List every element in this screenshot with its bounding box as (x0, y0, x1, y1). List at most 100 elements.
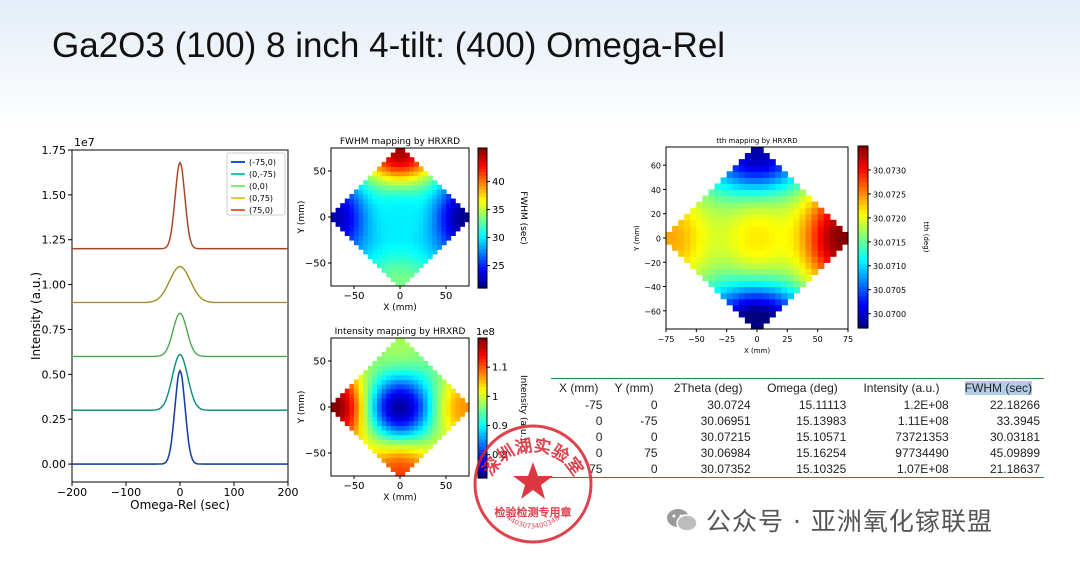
heatmap-cell (441, 221, 447, 227)
heatmap-cell (829, 250, 837, 257)
heatmap-cell (404, 184, 410, 190)
heatmap-cell (775, 238, 782, 245)
heatmap-cell (459, 402, 465, 408)
heatmap-cell (418, 411, 424, 417)
heatmap-cell (423, 244, 429, 250)
table-cell: 0 (650, 398, 658, 412)
heatmap-cell (757, 171, 764, 178)
heatmap-cell (787, 201, 794, 209)
heatmap-cell (386, 443, 392, 449)
heatmap-cell (459, 217, 465, 223)
heatmap-cell (427, 230, 433, 236)
colorbar-segment (478, 169, 487, 174)
heatmap-cell (726, 298, 734, 306)
heatmap-cell (436, 402, 442, 408)
heatmap-cell (720, 244, 728, 251)
heatmap-cell (436, 430, 442, 436)
heatmap-cell (390, 235, 396, 241)
heatmap-cell (427, 439, 433, 445)
heatmap-cell (427, 203, 433, 209)
heatmap-cell (781, 292, 788, 300)
table-header: Omega (deg) (767, 381, 838, 395)
heatmap-cell (757, 304, 764, 312)
heatmap-cell (726, 238, 734, 245)
heatmap-cell (757, 219, 764, 227)
heatmap-cell (363, 439, 369, 445)
heatmap-cell (418, 379, 424, 385)
colorbar-segment (478, 214, 487, 219)
heatmap-cell (400, 457, 406, 463)
heatmap-cell (750, 225, 758, 233)
heatmap-cell (404, 272, 410, 278)
heatmap-cell (367, 402, 373, 408)
heatmap-cell (423, 374, 429, 380)
heatmap-cell (354, 416, 360, 422)
heatmap-cell (775, 177, 782, 184)
heatmap-cell (372, 217, 378, 223)
heatmap-cell (450, 420, 456, 426)
heatmap-cell (744, 225, 752, 233)
heatmap-cell (823, 225, 831, 233)
x-tick-label: 0 (397, 291, 403, 302)
heatmap-cell (386, 351, 392, 357)
colorbar-segment (478, 277, 487, 282)
heatmap-cell (386, 212, 392, 218)
x-tick-label: 0 (177, 486, 184, 499)
heatmap-cell (386, 217, 392, 223)
heatmap-cell (436, 407, 442, 413)
heatmap-cell (811, 225, 819, 233)
heatmap-cell (436, 194, 442, 200)
heatmap-cell (413, 351, 419, 357)
heatmap-cell (335, 402, 341, 408)
heatmap-cell (400, 384, 406, 390)
heatmap-cell (738, 292, 746, 300)
heatmap-cell (413, 171, 419, 177)
heatmap-cell (404, 443, 410, 449)
heatmap-cell (744, 183, 752, 191)
heatmap-cell (750, 256, 758, 263)
table-header: FWHM (sec) (953, 379, 1044, 398)
heatmap-cell (413, 379, 419, 385)
heatmap-cell (386, 365, 392, 371)
heatmap-cell (413, 235, 419, 241)
colorbar-segment (858, 182, 868, 188)
table-cell: 75 (644, 446, 658, 460)
heatmap-cell (423, 175, 429, 181)
heatmap-cell (363, 184, 369, 190)
colorbar-segment (858, 227, 868, 234)
heatmap-cell (354, 198, 360, 204)
heatmap-cell (354, 221, 360, 227)
heatmap-cell (427, 430, 433, 436)
heatmap-cell (432, 212, 438, 218)
heatmap-cell (409, 226, 415, 232)
heatmap-cell (732, 189, 740, 197)
heatmap-cell (436, 244, 442, 250)
heatmap-cell (799, 268, 807, 275)
heatmap-cell (381, 439, 387, 445)
heatmap-cell (757, 165, 764, 172)
heatmap-cell (817, 231, 825, 239)
heatmap-cell (799, 213, 807, 221)
heatmap-cell (358, 393, 364, 399)
heatmap-cell (358, 379, 364, 385)
heatmap-cell (395, 457, 401, 463)
heatmap-cell (404, 342, 410, 348)
heatmap-cell (409, 171, 415, 177)
heatmap-cell (386, 194, 392, 200)
heatmap-cell (446, 212, 452, 218)
heatmap-cell (427, 411, 433, 417)
heatmap-cell (432, 221, 438, 227)
x-tick-label: 25 (782, 335, 792, 344)
heatmap-cell (427, 240, 433, 246)
heatmap-cell (390, 443, 396, 449)
heatmap-cell (409, 253, 415, 259)
heatmap-cell (377, 263, 383, 269)
heatmap-cell (423, 230, 429, 236)
heatmap-cell (775, 292, 782, 300)
heatmap-cell (672, 244, 679, 251)
heatmap-cell (436, 212, 442, 218)
heatmap-cell (793, 183, 801, 191)
heatmap-cell (787, 256, 794, 263)
heatmap-cell (340, 416, 346, 422)
heatmap-cell (367, 194, 373, 200)
